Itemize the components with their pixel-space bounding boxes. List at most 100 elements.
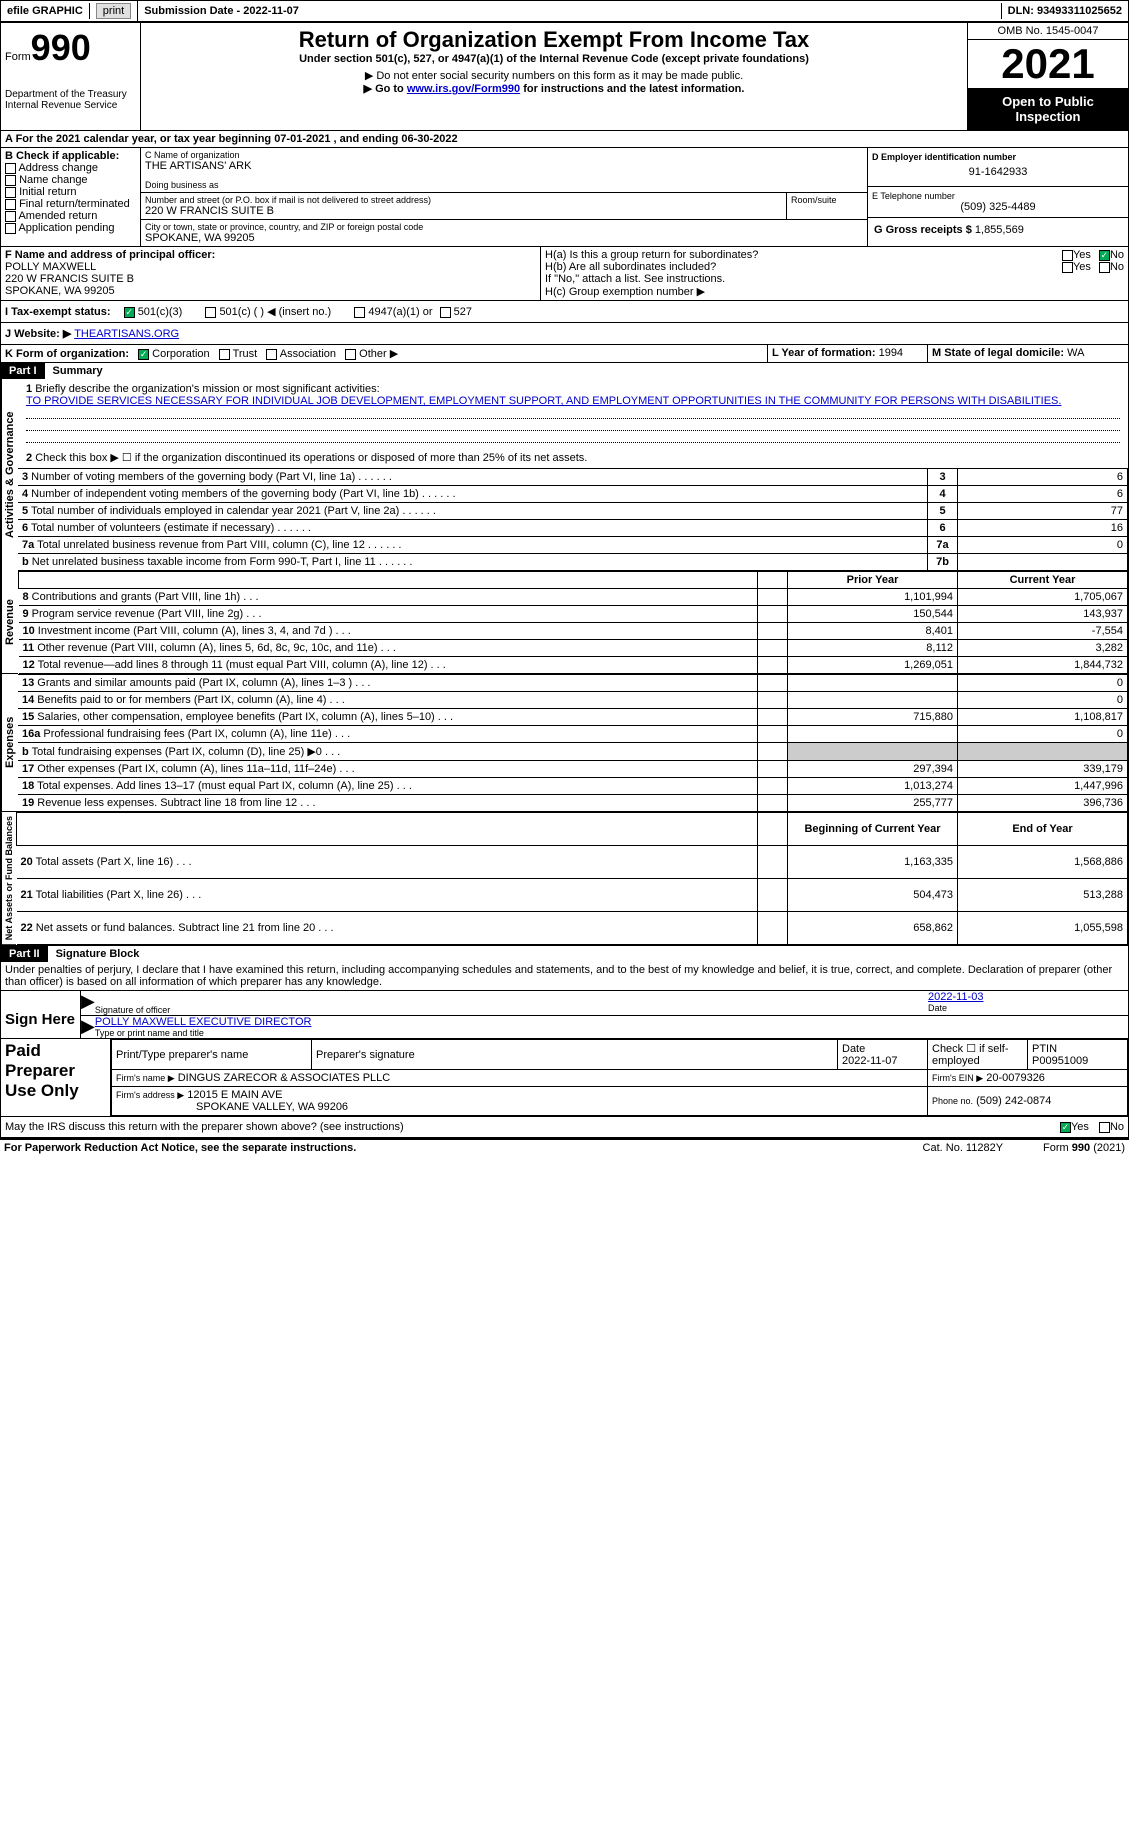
hb-no[interactable]: No [1099, 261, 1124, 273]
efile-label: efile GRAPHIC [1, 3, 90, 19]
discuss-no[interactable]: No [1099, 1121, 1124, 1133]
subtitle-2: ▶ Do not enter social security numbers o… [145, 69, 963, 82]
officer-name-title: POLLY MAXWELL EXECUTIVE DIRECTOR [95, 1016, 1128, 1028]
line-i: I Tax-exempt status: 501(c)(3) 501(c) ( … [0, 301, 1129, 323]
i-4947[interactable]: 4947(a)(1) or [354, 306, 432, 318]
subtitle-1: Under section 501(c), 527, or 4947(a)(1)… [145, 53, 963, 65]
summary-row: 7a Total unrelated business revenue from… [18, 537, 1128, 554]
part1-header: Part I [1, 363, 45, 379]
i-527[interactable]: 527 [440, 306, 472, 318]
line-j: J Website: ▶ THEARTISANS.ORG [0, 323, 1129, 345]
f-label: F Name and address of principal officer: [5, 249, 536, 261]
line-klm: K Form of organization: Corporation Trus… [0, 345, 1129, 363]
b-opt-final[interactable]: Final return/terminated [5, 198, 136, 210]
sig-date-value: 2022-11-03 [928, 991, 1128, 1003]
website-link[interactable]: THEARTISANS.ORG [74, 328, 179, 340]
table-row: 11 Other revenue (Part VIII, column (A),… [19, 640, 1128, 657]
submission-date: Submission Date - 2022-11-07 [138, 3, 1001, 19]
irs-link[interactable]: www.irs.gov/Form990 [407, 83, 520, 95]
paid-preparer-label: Paid Preparer Use Only [1, 1039, 111, 1116]
sig-officer-label: Signature of officer [95, 991, 928, 1015]
b-label: B Check if applicable: [5, 150, 136, 162]
officer-addr1: 220 W FRANCIS SUITE B [5, 273, 536, 285]
ha-no[interactable]: No [1099, 249, 1124, 261]
officer-name: POLLY MAXWELL [5, 261, 536, 273]
b-opt-pending[interactable]: Application pending [5, 222, 136, 234]
netassets-table: Beginning of Current YearEnd of Year 20 … [16, 812, 1128, 945]
ha-label: H(a) Is this a group return for subordin… [545, 249, 1062, 261]
city-label: City or town, state or province, country… [145, 222, 863, 232]
k-corp[interactable]: Corporation [138, 348, 210, 360]
top-bar: efile GRAPHIC print Submission Date - 20… [0, 0, 1129, 22]
firm-addr1: 12015 E MAIN AVE [187, 1089, 282, 1101]
table-row: 9 Program service revenue (Part VIII, li… [19, 606, 1128, 623]
k-assoc[interactable]: Association [266, 348, 336, 360]
discuss-yes[interactable]: Yes [1060, 1121, 1089, 1133]
state-domicile: WA [1067, 347, 1084, 359]
room-label: Room/suite [787, 193, 867, 219]
form-word: Form [5, 51, 31, 63]
officer-addr2: SPOKANE, WA 99205 [5, 285, 536, 297]
firm-ein: 20-0079326 [986, 1072, 1045, 1084]
ha-yes[interactable]: Yes [1062, 249, 1091, 261]
sig-arrow-icon-2: ▶ [81, 1016, 95, 1038]
pra-notice: For Paperwork Reduction Act Notice, see … [4, 1142, 923, 1154]
table-row: 17 Other expenses (Part IX, column (A), … [18, 761, 1128, 778]
table-row: 16a Professional fundraising fees (Part … [18, 726, 1128, 743]
table-row: 20 Total assets (Part X, line 16) . . .1… [17, 846, 1128, 879]
d-ein-label: D Employer identification number [872, 152, 1124, 162]
summary-row: 3 Number of voting members of the govern… [18, 469, 1128, 486]
summary-top-table: 3 Number of voting members of the govern… [18, 468, 1128, 571]
part-2: Part IISignature Block Under penalties o… [0, 946, 1129, 1138]
e-phone-label: E Telephone number [872, 191, 1124, 201]
name-title-label: Type or print name and title [95, 1028, 1128, 1038]
table-row: 10 Investment income (Part VIII, column … [19, 623, 1128, 640]
print-button[interactable]: print [96, 3, 131, 19]
omb-number: OMB No. 1545-0047 [968, 23, 1128, 40]
line-a: A For the 2021 calendar year, or tax yea… [0, 131, 1129, 148]
h-note: If "No," attach a list. See instructions… [545, 273, 1124, 285]
table-row: 14 Benefits paid to or for members (Part… [18, 692, 1128, 709]
form-title: Return of Organization Exempt From Incom… [145, 27, 963, 53]
b-opt-name[interactable]: Name change [5, 174, 136, 186]
side-activities: Activities & Governance [1, 379, 18, 571]
ein-value: 91-1642933 [872, 162, 1124, 182]
b-opt-initial[interactable]: Initial return [5, 186, 136, 198]
discuss-question: May the IRS discuss this return with the… [5, 1121, 1060, 1133]
ptin-value: P00951009 [1032, 1055, 1088, 1067]
summary-row: b Net unrelated business taxable income … [18, 554, 1128, 571]
side-netassets: Net Assets or Fund Balances [1, 812, 16, 945]
gross-receipts: 1,855,569 [975, 224, 1024, 236]
k-other[interactable]: Other ▶ [345, 348, 398, 360]
street-address: 220 W FRANCIS SUITE B [145, 205, 782, 217]
preparer-table: Print/Type preparer's name Preparer's si… [111, 1039, 1128, 1116]
cat-number: Cat. No. 11282Y [923, 1142, 1004, 1154]
table-row: b Total fundraising expenses (Part IX, c… [18, 743, 1128, 761]
table-row: 8 Contributions and grants (Part VIII, l… [19, 589, 1128, 606]
year-formation: 1994 [879, 347, 903, 359]
g-receipts-label: G Gross receipts $ [874, 224, 972, 236]
part-1: Part ISummary Activities & Governance 1 … [0, 363, 1129, 946]
revenue-table: Prior YearCurrent Year 8 Contributions a… [18, 571, 1128, 674]
hb-yes[interactable]: Yes [1062, 261, 1091, 273]
firm-phone: (509) 242-0874 [976, 1095, 1051, 1107]
subtitle-3: ▶ Go to www.irs.gov/Form990 for instruct… [145, 82, 963, 95]
k-trust[interactable]: Trust [219, 348, 258, 360]
dba-label: Doing business as [145, 180, 863, 190]
b-opt-address[interactable]: Address change [5, 162, 136, 174]
table-row: 18 Total expenses. Add lines 13–17 (must… [18, 778, 1128, 795]
i-501c3[interactable]: 501(c)(3) [124, 306, 183, 318]
phone-value: (509) 325-4489 [872, 201, 1124, 213]
b-opt-amended[interactable]: Amended return [5, 210, 136, 222]
side-revenue: Revenue [1, 571, 18, 674]
table-row: 12 Total revenue—add lines 8 through 11 … [19, 657, 1128, 674]
officer-block: F Name and address of principal officer:… [0, 247, 1129, 301]
city-state-zip: SPOKANE, WA 99205 [145, 232, 863, 244]
tax-year: 2021 [968, 40, 1128, 88]
expenses-table: 13 Grants and similar amounts paid (Part… [18, 674, 1128, 812]
i-501c[interactable]: 501(c) ( ) ◀ (insert no.) [205, 306, 331, 318]
part2-header: Part II [1, 946, 48, 962]
open-public-badge: Open to Public Inspection [968, 88, 1128, 130]
perjury-declaration: Under penalties of perjury, I declare th… [1, 962, 1128, 991]
table-row: 21 Total liabilities (Part X, line 26) .… [17, 879, 1128, 912]
